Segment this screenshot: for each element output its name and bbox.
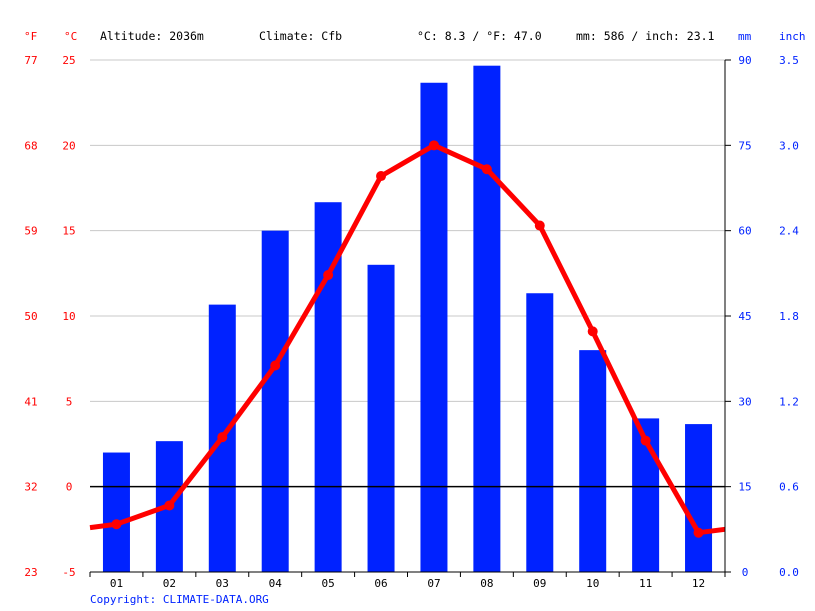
precipitation-bar	[102, 452, 130, 572]
mm-tick-label: 45	[738, 310, 751, 323]
temperature-point	[693, 527, 704, 538]
mm-tick-label: 90	[738, 54, 751, 67]
celsius-tick-label: 25	[62, 54, 75, 67]
celsius-tick-label: 10	[62, 310, 75, 323]
celsius-tick-label: -5	[62, 566, 75, 579]
unit-inch-label: inch	[779, 30, 806, 43]
fahrenheit-tick-label: 77	[24, 54, 37, 67]
precipitation-bar	[314, 202, 342, 572]
inch-tick-label: 3.5	[779, 54, 799, 67]
mm-tick-label: 30	[738, 395, 751, 408]
temperature-line-path	[89, 142, 726, 536]
temperature-point	[534, 220, 545, 231]
precipitation-bar	[367, 264, 395, 572]
temperature-point	[217, 432, 228, 443]
month-label: 10	[586, 577, 599, 590]
temperature-point	[481, 164, 492, 175]
celsius-tick-label: 5	[66, 395, 73, 408]
temperature-line	[89, 140, 726, 538]
precipitation-total-label: mm: 586 / inch: 23.1	[576, 29, 715, 43]
inch-tick-label: 3.0	[779, 139, 799, 152]
mm-tick-label: 0	[742, 566, 749, 579]
fahrenheit-tick-label: 68	[24, 139, 37, 152]
inch-tick-label: 2.4	[779, 225, 799, 238]
month-label: 04	[269, 577, 283, 590]
temperature-point	[323, 270, 334, 281]
celsius-tick-label: 20	[62, 139, 75, 152]
precipitation-bar	[261, 230, 289, 572]
temperature-point	[640, 435, 651, 446]
altitude-label: Altitude: 2036m	[100, 29, 204, 43]
unit-fahrenheit-label: °F	[24, 30, 37, 43]
month-label: 06	[374, 577, 387, 590]
precipitation-bar	[420, 82, 448, 572]
unit-celsius-label: °C	[64, 30, 77, 43]
precipitation-bars	[102, 65, 713, 572]
month-label: 03	[216, 577, 229, 590]
fahrenheit-tick-label: 50	[24, 310, 37, 323]
precipitation-bar	[526, 293, 554, 572]
temperature-point	[164, 500, 175, 511]
month-label: 02	[163, 577, 176, 590]
temperature-average-label: °C: 8.3 / °F: 47.0	[417, 29, 542, 43]
fahrenheit-tick-label: 59	[24, 225, 37, 238]
climate-label: Climate: Cfb	[259, 29, 342, 43]
unit-mm-label: mm	[738, 30, 752, 43]
month-label: 08	[480, 577, 493, 590]
month-label: 09	[533, 577, 546, 590]
month-label: 05	[322, 577, 335, 590]
temperature-point	[587, 326, 598, 337]
temperature-point	[376, 171, 387, 182]
inch-tick-label: 0.0	[779, 566, 799, 579]
precipitation-bar	[473, 65, 501, 572]
fahrenheit-tick-label: 41	[24, 395, 37, 408]
celsius-tick-label: 15	[62, 225, 75, 238]
mm-tick-label: 75	[738, 139, 751, 152]
fahrenheit-tick-label: 32	[24, 481, 37, 494]
month-label: 07	[427, 577, 440, 590]
inch-tick-label: 1.8	[779, 310, 799, 323]
inch-tick-label: 0.6	[779, 481, 799, 494]
month-label: 01	[110, 577, 123, 590]
mm-tick-label: 60	[738, 225, 751, 238]
fahrenheit-tick-label: 23	[24, 566, 37, 579]
precipitation-bar	[685, 424, 713, 572]
celsius-tick-label: 0	[66, 481, 73, 494]
month-label: 12	[692, 577, 705, 590]
mm-tick-label: 15	[738, 481, 751, 494]
temperature-point	[428, 140, 439, 151]
axis-labels: 23 -5 0 0.0 32 0 15 0.6 41 5 30 1.2 50 10 45 1.8 59 15 60 2…	[24, 54, 799, 590]
inch-tick-label: 1.2	[779, 395, 799, 408]
temperature-point	[270, 360, 281, 371]
precipitation-bar	[579, 350, 607, 572]
copyright-label: Copyright: CLIMATE-DATA.ORG	[90, 593, 269, 606]
temperature-point	[111, 519, 122, 530]
gridlines	[90, 59, 725, 402]
month-label: 11	[639, 577, 652, 590]
